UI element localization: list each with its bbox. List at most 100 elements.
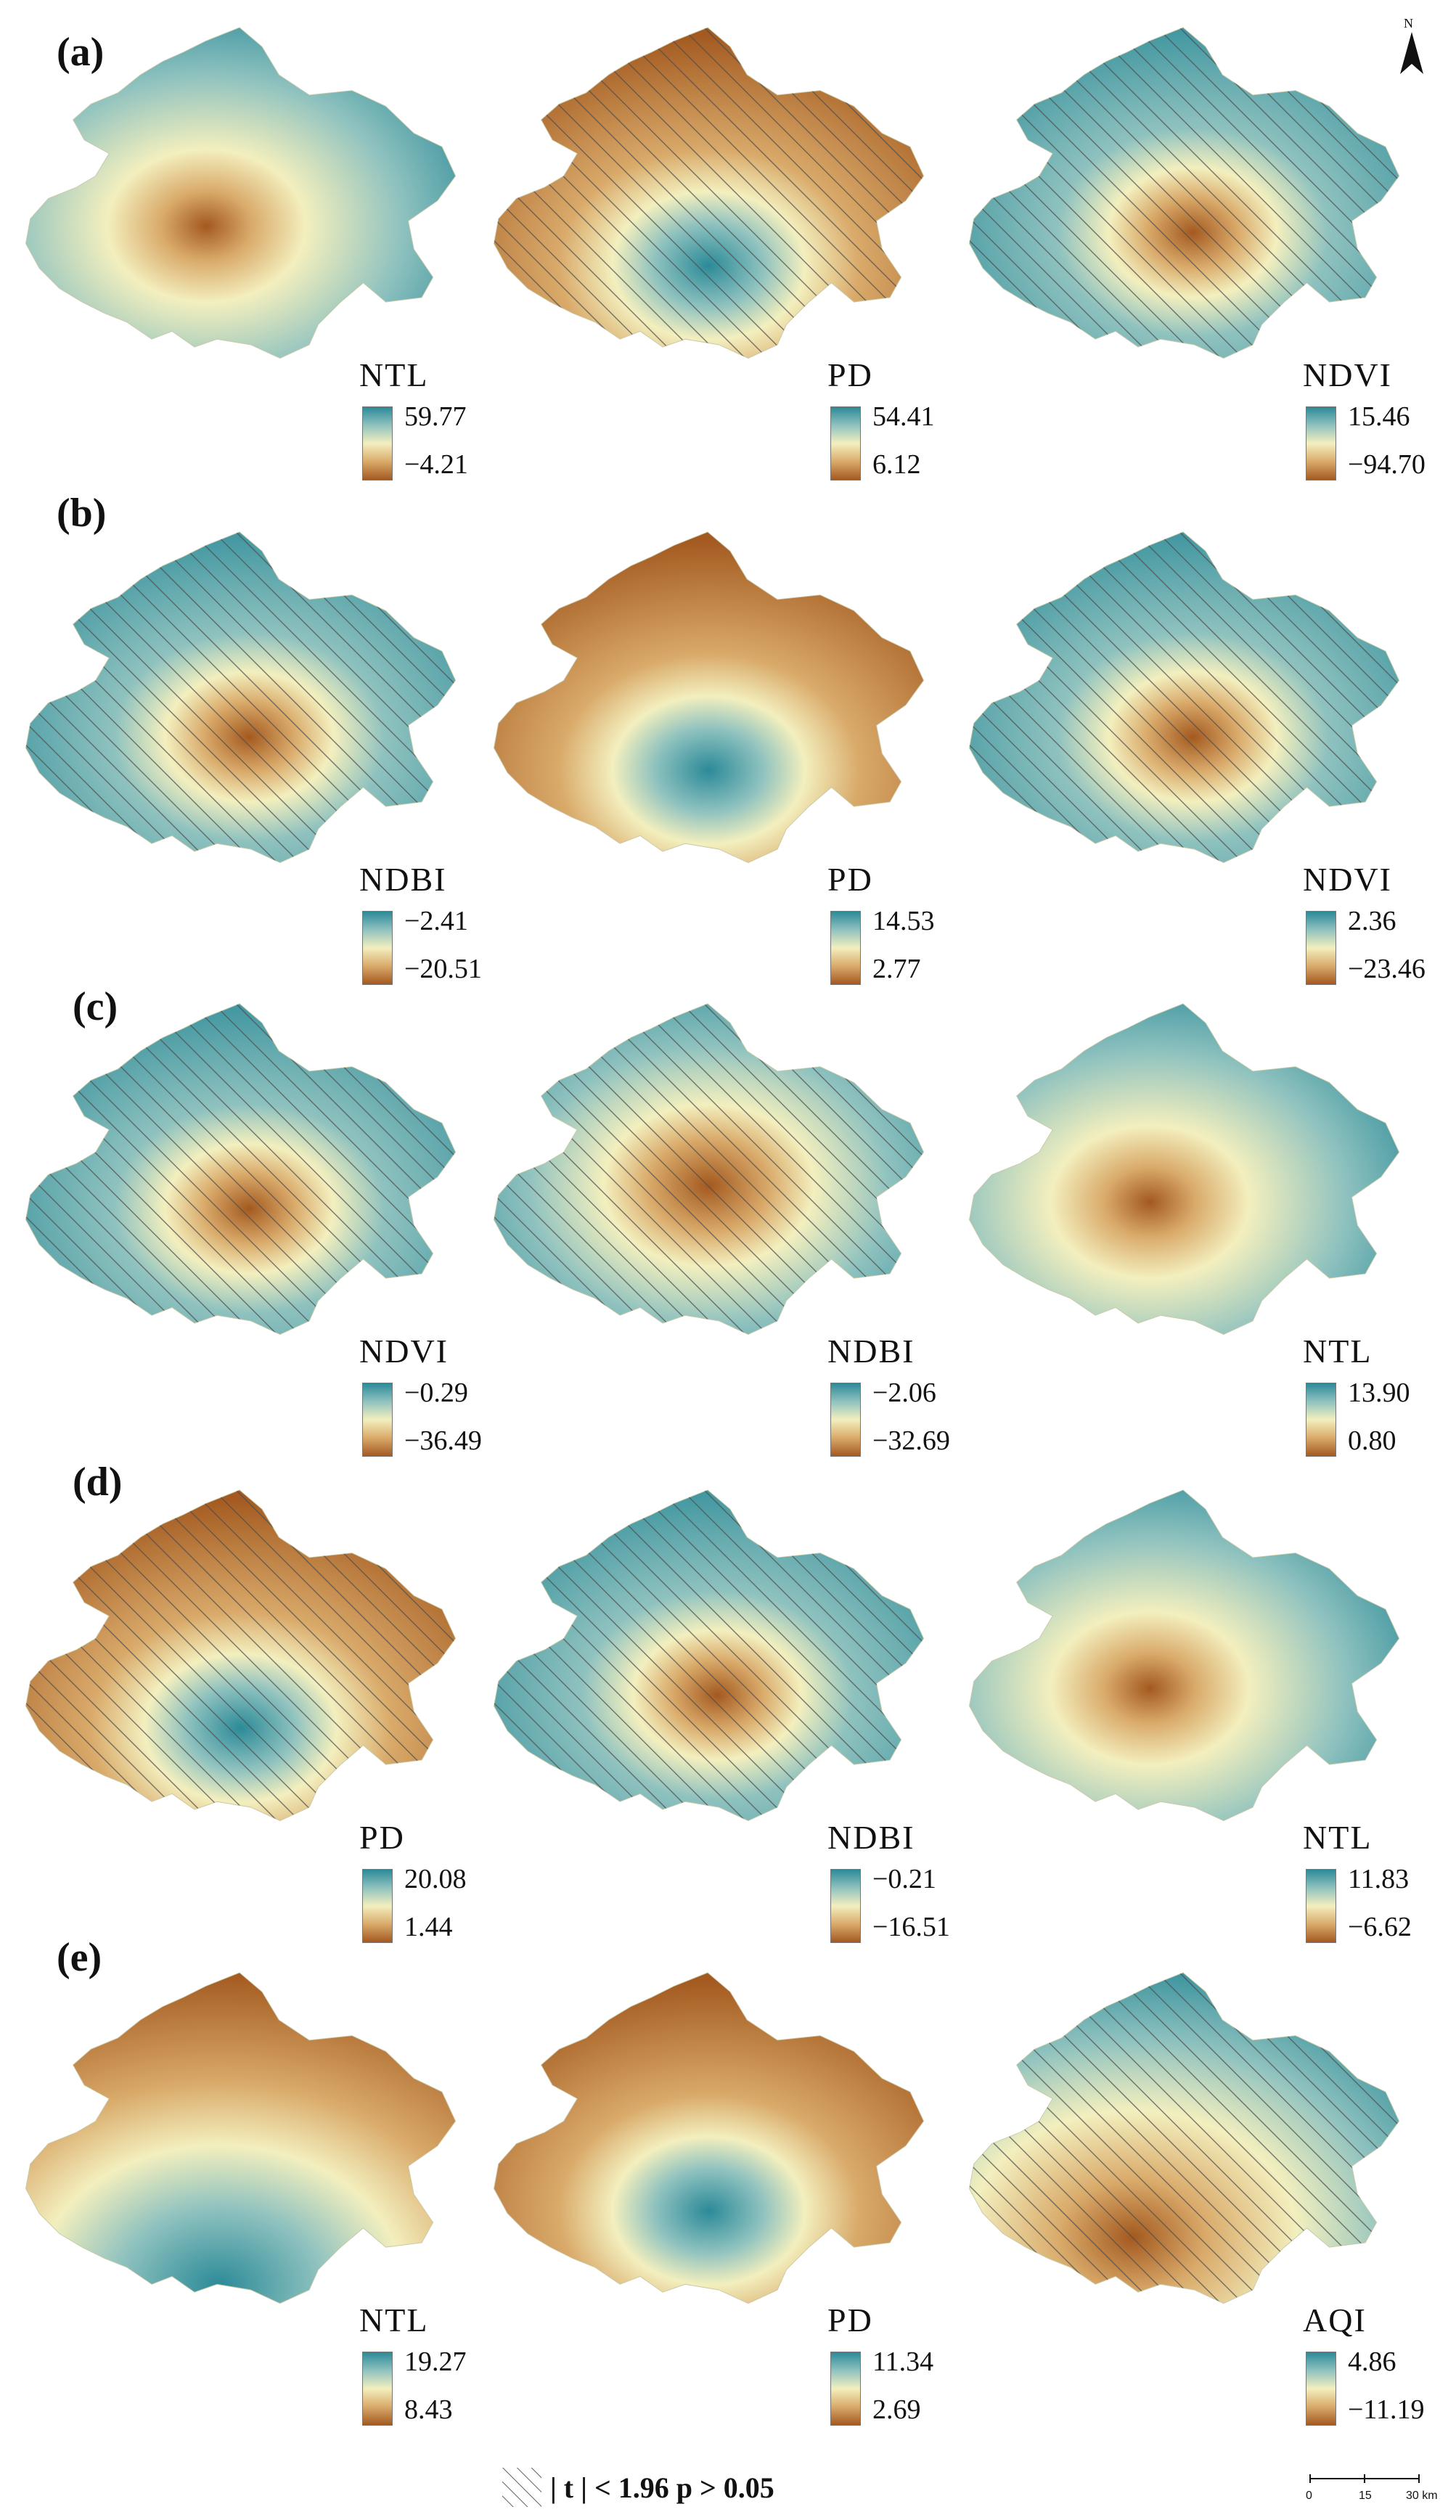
- insignificant-hatch: [25, 1489, 456, 1821]
- legend-min-value: 2.69: [872, 2394, 921, 2425]
- map-panel: PD 14.53 2.77: [483, 512, 947, 985]
- map-panel: NTL 19.27 8.43: [15, 1952, 479, 2426]
- legend-variable: NTL: [1303, 1333, 1373, 1370]
- legend-max-value: 11.83: [1348, 1864, 1410, 1894]
- panel-row-label: (d): [73, 1460, 123, 1505]
- choropleth-map: [494, 1972, 925, 2304]
- insignificant-hatch: [969, 1972, 1399, 2304]
- legend-max-value: −0.21: [872, 1864, 936, 1894]
- legend-max-value: 20.08: [404, 1864, 467, 1894]
- legend-color-ramp: [362, 406, 393, 480]
- legend-min-value: −94.70: [1348, 449, 1426, 480]
- panel-row-label: (b): [57, 491, 107, 536]
- insignificant-hatch: [494, 1489, 924, 1821]
- legend-max-value: 19.27: [404, 2347, 467, 2377]
- legend-max-value: −0.29: [404, 1378, 468, 1408]
- legend-color-ramp: [362, 1383, 393, 1457]
- map-panel: AQI 4.86 −11.19: [958, 1952, 1425, 2426]
- map-panel: NTL 11.83 −6.62: [958, 1470, 1423, 1943]
- panel-row-label: (e): [57, 1935, 102, 1980]
- legend-color-ramp: [362, 1869, 393, 1943]
- choropleth-map: [25, 1003, 457, 1335]
- insignificant-hatch: [969, 531, 1399, 863]
- north-arrow-icon: [1397, 16, 1426, 81]
- legend-variable: NTL: [359, 2302, 429, 2339]
- legend-min-value: 2.77: [872, 954, 921, 984]
- legend-variable: NTL: [359, 356, 429, 393]
- region-surface: [969, 1003, 1400, 1335]
- legend-min-value: −11.19: [1348, 2394, 1425, 2425]
- choropleth-map: [25, 27, 457, 359]
- north-label: N: [1404, 16, 1413, 30]
- map-panel: NTL 59.77 −4.21: [15, 7, 479, 480]
- insignificant-hatch: [494, 27, 924, 359]
- legend-max-value: −2.41: [404, 906, 468, 936]
- legend-color-ramp: [830, 911, 861, 985]
- legend-min-value: 1.44: [404, 1912, 453, 1942]
- legend-color-ramp: [830, 406, 861, 480]
- insignificant-hatch: [25, 531, 456, 863]
- choropleth-map: [494, 1489, 925, 1822]
- legend-variable: NDVI: [1303, 356, 1392, 393]
- legend-variable: PD: [359, 1819, 405, 1856]
- map-panel: NTL 13.90 0.80: [958, 983, 1423, 1457]
- legend-variable: AQI: [1303, 2302, 1367, 2339]
- legend-color-ramp: [1306, 406, 1336, 480]
- legend-min-value: −16.51: [872, 1912, 950, 1942]
- map-panel: PD 20.08 1.44: [15, 1470, 479, 1943]
- legend-color-ramp: [362, 911, 393, 985]
- legend-color-ramp: [830, 2352, 861, 2426]
- choropleth-map: [969, 27, 1400, 359]
- legend-max-value: 59.77: [404, 401, 467, 432]
- scale-tick: 0: [1306, 2490, 1312, 2502]
- legend-min-value: −36.49: [404, 1425, 482, 1456]
- legend-max-value: 15.46: [1348, 401, 1410, 432]
- legend-variable: PD: [827, 356, 873, 393]
- map-panel: NDVI −0.29 −36.49: [15, 983, 482, 1457]
- legend-min-value: −32.69: [872, 1425, 950, 1456]
- legend-max-value: 54.41: [872, 401, 935, 432]
- choropleth-map: [969, 1489, 1400, 1822]
- legend-color-ramp: [1306, 2352, 1336, 2426]
- legend-min-value: 0.80: [1348, 1425, 1396, 1456]
- legend-max-value: −2.06: [872, 1378, 936, 1408]
- region-surface: [25, 1972, 457, 2304]
- legend-min-value: −6.62: [1348, 1912, 1412, 1942]
- choropleth-map: [25, 531, 457, 864]
- choropleth-map: [25, 1972, 457, 2304]
- legend-color-ramp: [1306, 1869, 1336, 1943]
- legend-max-value: 2.36: [1348, 906, 1396, 936]
- map-panel: NDVI 15.46 −94.70: [958, 7, 1426, 480]
- legend-variable: NDVI: [359, 1333, 449, 1370]
- legend-color-ramp: [1306, 1383, 1336, 1457]
- legend-max-value: 14.53: [872, 906, 935, 936]
- hatch-swatch-icon: [502, 2468, 541, 2507]
- region-surface: [25, 27, 457, 359]
- scale-bar: 0 15 30 km: [1303, 2471, 1441, 2508]
- legend-variable: NDBI: [827, 1819, 915, 1856]
- legend-variable: NTL: [1303, 1819, 1373, 1856]
- map-panel: NDVI 2.36 −23.46: [958, 512, 1426, 985]
- choropleth-map: [25, 1489, 457, 1822]
- panel-row-label: (c): [73, 984, 118, 1029]
- choropleth-map: [494, 1003, 925, 1335]
- legend-min-value: −4.21: [404, 449, 468, 480]
- choropleth-map: [494, 531, 925, 864]
- choropleth-map: [494, 27, 925, 359]
- region-surface: [494, 531, 925, 864]
- choropleth-map: [969, 531, 1400, 864]
- scale-tick: 15: [1359, 2490, 1372, 2502]
- legend-min-value: 6.12: [872, 449, 921, 480]
- map-panel: NDBI −2.06 −32.69: [483, 983, 950, 1457]
- map-panel: PD 54.41 6.12: [483, 7, 947, 480]
- region-surface: [494, 1972, 925, 2304]
- legend-max-value: 13.90: [1348, 1378, 1410, 1408]
- legend-color-ramp: [830, 1869, 861, 1943]
- region-surface: [969, 1489, 1400, 1822]
- insignificant-hatch: [494, 1003, 924, 1335]
- legend-color-ramp: [362, 2352, 393, 2426]
- legend-min-value: −20.51: [404, 954, 482, 984]
- legend-min-value: 8.43: [404, 2394, 453, 2425]
- insignificant-hatch: [25, 1003, 456, 1335]
